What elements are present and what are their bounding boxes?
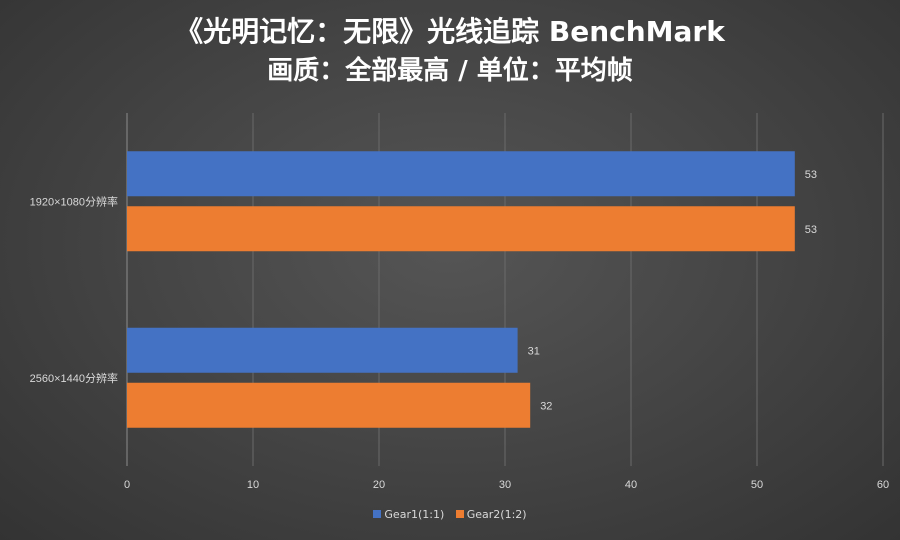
legend-swatch-gear2 — [455, 510, 464, 518]
chart-title: 《光明记忆：无限》光线追踪 BenchMark 画质：全部最高 / 单位：平均帧 — [0, 12, 900, 90]
x-tick-label: 60 — [877, 479, 889, 491]
data-label: 31 — [528, 345, 540, 357]
data-label: 53 — [805, 224, 817, 236]
x-tick-label: 20 — [373, 479, 385, 491]
x-tick-label: 0 — [124, 479, 130, 491]
data-label: 53 — [805, 169, 817, 181]
x-tick-label: 30 — [499, 479, 511, 491]
x-tick-label: 50 — [751, 479, 763, 491]
y-category-label: 1920×1080分辨率 — [30, 194, 118, 208]
chart-title-line2: 画质：全部最高 / 单位：平均帧 — [267, 56, 633, 86]
chart-title-line1: 《光明记忆：无限》光线追踪 BenchMark — [175, 15, 725, 48]
bar-chart: 0 10 20 30 40 50 60 1920×1080分辨率 53 53 2560×1440分辨… — [30, 113, 889, 491]
legend-label-gear1: Gear1(1:1) — [384, 508, 445, 521]
chart-legend: Gear1(1:1) Gear2(1:2) — [0, 508, 900, 521]
bar-gear2 — [127, 382, 531, 428]
x-tick-label: 40 — [625, 479, 637, 491]
legend-label-gear2: Gear2(1:2) — [466, 508, 527, 521]
bar-gear1 — [127, 327, 518, 373]
y-category-label: 2560×1440分辨率 — [30, 371, 118, 385]
legend-item-gear1: Gear1(1:1) — [373, 508, 444, 521]
legend-item-gear2: Gear2(1:2) — [455, 508, 527, 521]
bar-gear1 — [127, 151, 795, 197]
legend-swatch-gear1 — [373, 510, 382, 518]
bar-gear2 — [127, 206, 795, 252]
data-label: 32 — [540, 400, 552, 412]
x-tick-label: 10 — [247, 479, 259, 491]
